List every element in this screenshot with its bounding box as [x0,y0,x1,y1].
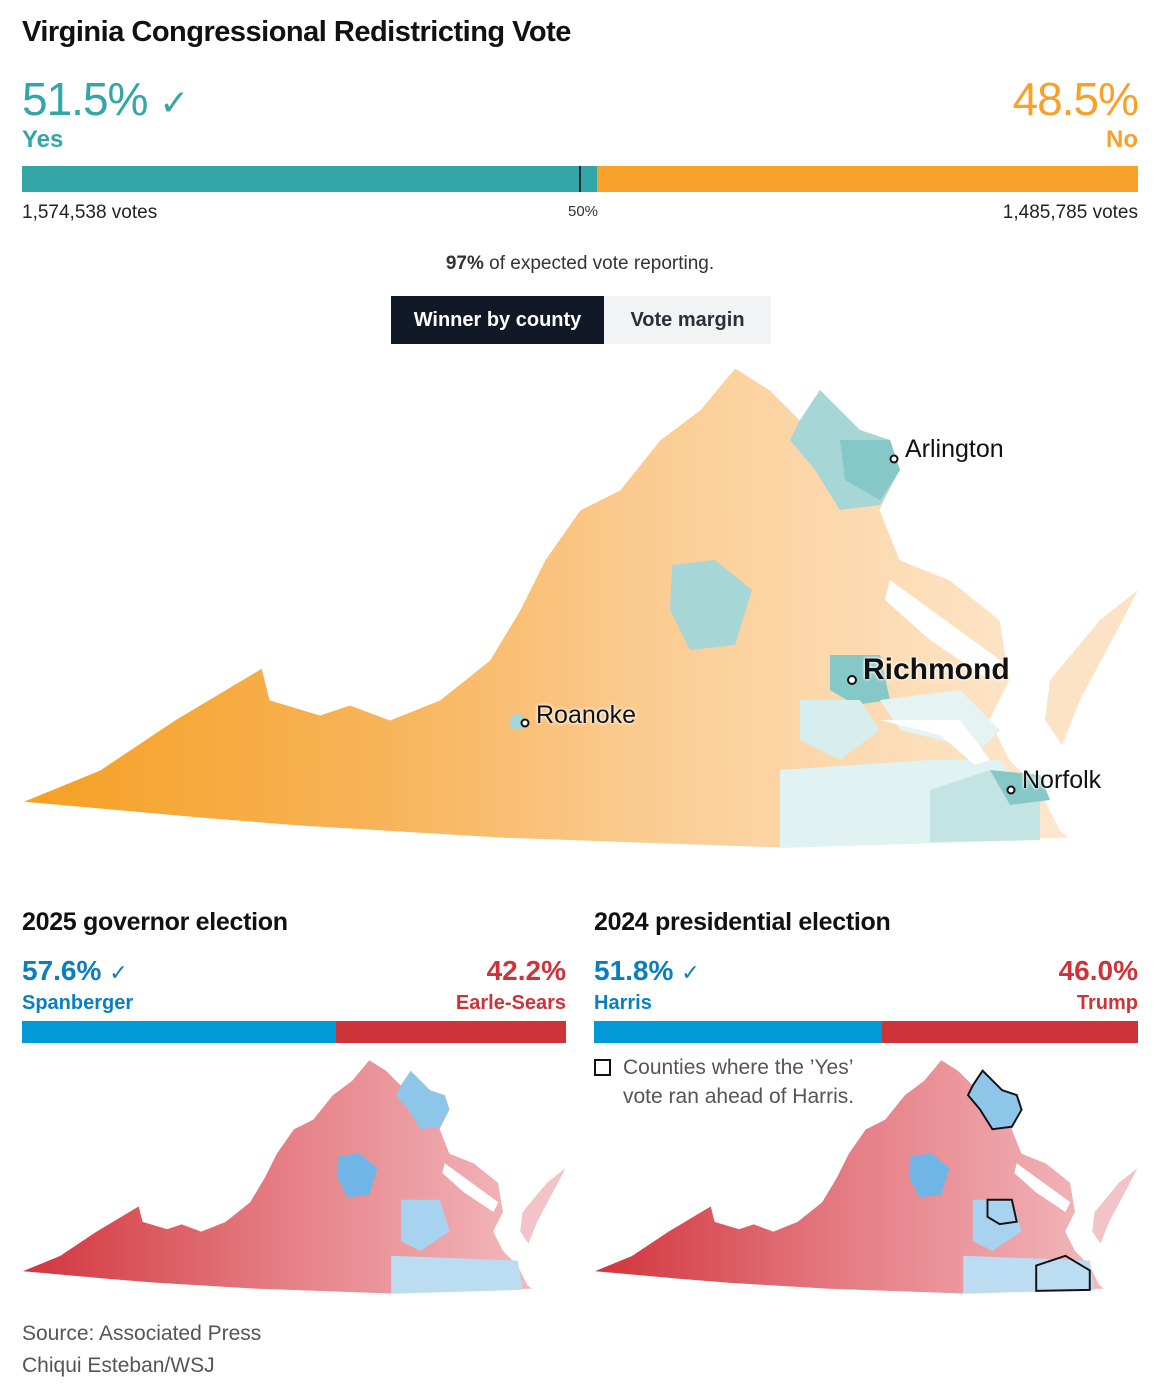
governor-bar [22,1021,566,1043]
check-icon: ✓ [681,960,700,985]
governor-dem-result: 57.6% ✓ [22,955,128,987]
president-dem-pct: 51.8% [594,955,674,986]
map-toggle: Winner by county Vote margin [391,296,771,344]
midpoint-line [579,166,581,192]
yes-pct: 51.5% [22,73,148,125]
president-dem-result: 51.8% ✓ [594,955,700,987]
governor-dem-name: Spanberger [22,992,134,1014]
no-bar [596,166,1138,192]
small-maps [21,1059,1138,1295]
page-title: Virginia Congressional Redistricting Vot… [22,16,571,48]
tab-winner-by-county[interactable]: Winner by county [391,296,604,344]
credit-note: Chiqui Esteban/WSJ [22,1354,215,1377]
no-pct: 48.5% [1012,73,1139,125]
check-icon: ✓ [109,960,128,985]
city-marker-arlington [889,454,899,464]
city-label-richmond: Richmond [863,653,1010,686]
governor-map [21,1059,566,1295]
city-label-norfolk: Norfolk [1022,766,1102,794]
tab-vote-margin[interactable]: Vote margin [604,296,771,344]
source-note: Source: Associated Press [22,1322,262,1345]
president-title: 2024 presidential election [594,908,891,936]
city-label-roanoke: Roanoke [536,701,637,729]
governor-dem-pct: 57.6% [22,955,102,986]
reporting-status: 97% of expected vote reporting. [0,253,1160,275]
city-marker-norfolk [1006,785,1016,795]
president-rep-name: Trump [1076,992,1138,1014]
president-dem-name: Harris [594,992,652,1014]
president-bar [594,1021,1138,1043]
outline-legend-text: Counties where the ’Yes’ vote ran ahead … [623,1056,855,1108]
outlined-county [1035,1254,1091,1292]
city-label-arlington: Arlington [905,435,1004,463]
check-icon: ✓ [159,82,189,123]
referendum-map [21,367,1139,849]
midpoint-label: 50% [568,203,599,220]
outlined-county [986,1198,1018,1226]
governor-title: 2025 governor election [22,908,288,936]
president-dem-bar [594,1021,883,1043]
city-marker-roanoke [520,718,530,728]
city-marker-richmond [847,675,857,685]
reporting-text: of expected vote reporting. [483,253,715,274]
no-votes: 1,485,785 votes [1002,202,1138,223]
governor-rep-name: Earle-Sears [455,992,566,1014]
outlined-county [966,1069,1023,1131]
governor-dem-bar [22,1021,336,1043]
yes-bar [22,166,597,192]
yes-result: 51.5% ✓ [22,72,189,126]
outline-legend-swatch [594,1059,611,1076]
yes-votes: 1,574,538 votes [22,202,158,223]
president-map [593,1059,1138,1295]
no-label: No [1106,126,1138,153]
reporting-pct: 97% [445,253,484,274]
president-rep-pct: 46.0% [1058,955,1138,986]
governor-rep-pct: 42.2% [486,955,566,986]
yes-label: Yes [22,126,64,153]
